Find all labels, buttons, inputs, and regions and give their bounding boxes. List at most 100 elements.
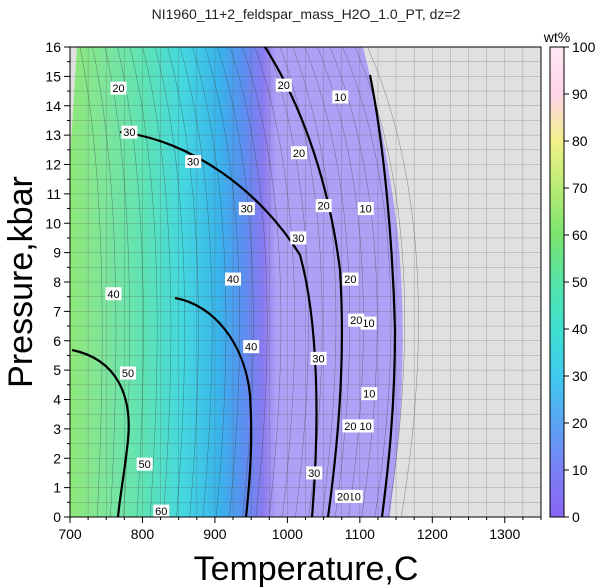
contour-label: 10 <box>357 202 374 216</box>
y-tick-label: 14 <box>45 98 61 114</box>
contour-label-text: 40 <box>245 342 257 354</box>
thick-contours <box>71 47 397 517</box>
y-tick-label: 3 <box>53 421 61 437</box>
contour-label-bg <box>332 90 349 104</box>
contour-label-text: 40 <box>107 289 119 301</box>
y-tick-label: 0 <box>53 509 61 525</box>
colorbar-ticks: 0 10 20 30 40 50 60 70 80 90 100 <box>564 39 596 525</box>
contour-label: 60 <box>153 504 170 518</box>
contour-label: 20 <box>348 313 365 327</box>
contour-label: 20 <box>342 419 359 433</box>
contour-label-text: 10 <box>362 318 374 330</box>
minor-contour <box>92 47 117 517</box>
contour-label-text: 20 <box>350 315 362 327</box>
contour-label-bg <box>335 489 352 503</box>
colorbar-tick-label: 0 <box>572 509 580 525</box>
minor-contour <box>142 47 172 517</box>
y-axis-label: Pressure,kbar <box>2 176 40 388</box>
y-tick-label: 13 <box>45 127 61 143</box>
minor-contour <box>229 47 268 517</box>
x-tick-label: 900 <box>203 526 227 542</box>
contour-label-text: 30 <box>292 233 304 245</box>
contour-label-bg <box>275 78 292 92</box>
contour-label-bg <box>361 387 378 401</box>
minor-contour <box>154 47 185 517</box>
contour-label-text: 50 <box>122 368 134 380</box>
contour-label-bg <box>342 272 359 286</box>
contour-label-text: 20 <box>112 83 124 95</box>
contour-label: 50 <box>119 366 136 380</box>
minor-contour <box>192 47 227 517</box>
contour-label-bg <box>110 81 127 95</box>
x-tick-label: 1300 <box>489 526 520 542</box>
contour-label-bg <box>238 202 255 216</box>
contour-label-bg <box>357 202 374 216</box>
colorbar-tick-label: 10 <box>572 462 588 478</box>
contour-label: 30 <box>121 125 138 139</box>
major-contour <box>71 348 130 517</box>
contour-label-text: 20 <box>337 491 349 503</box>
contour-label-text: 10 <box>363 389 375 401</box>
minor-contour <box>167 47 199 517</box>
contour-label-text: 30 <box>308 468 320 480</box>
contour-label: 10 <box>332 90 349 104</box>
contour-label: 30 <box>238 202 255 216</box>
contour-label-bg <box>225 272 242 286</box>
colorbar-tick-label: 30 <box>572 368 588 384</box>
contour-label-text: 30 <box>187 157 199 169</box>
colorbar-label: wt% <box>543 29 570 45</box>
x-tick-label: 700 <box>58 526 82 542</box>
contour-label-text: 10 <box>349 491 361 503</box>
contour-label: 30 <box>306 466 323 480</box>
contour-label-text: 20 <box>344 274 356 286</box>
contour-label-text: 20 <box>278 80 290 92</box>
y-tick-label: 15 <box>45 68 61 84</box>
major-contour <box>368 74 397 517</box>
contour-label: 10 <box>360 316 377 330</box>
contour-label-bg <box>136 457 153 471</box>
y-tick-label: 12 <box>45 157 61 173</box>
x-tick-label: 800 <box>131 526 155 542</box>
minor-contour <box>79 47 103 517</box>
x-axis-label: Temperature,C <box>194 550 419 587</box>
minor-contour <box>204 47 240 517</box>
y-tick-label: 5 <box>53 362 61 378</box>
minor-contour <box>242 47 282 517</box>
major-contour <box>119 130 318 517</box>
contour-label-text: 50 <box>139 459 151 471</box>
minor-contour <box>129 47 158 517</box>
contour-label-bg <box>306 466 323 480</box>
contour-label-text: 10 <box>334 92 346 104</box>
contour-label-text: 60 <box>155 506 167 518</box>
x-tick-label: 1100 <box>345 526 375 542</box>
contour-label: 20 <box>275 78 292 92</box>
contour-label: 30 <box>290 231 307 245</box>
contour-label-bg <box>105 287 122 301</box>
colorbar-tick-label: 100 <box>572 39 596 55</box>
y-tick-label: 6 <box>53 333 61 349</box>
y-tick-label: 16 <box>45 39 61 55</box>
contour-label-bg <box>360 316 377 330</box>
contour-label-text: 40 <box>227 274 239 286</box>
colorbar-ramp <box>549 46 565 518</box>
contour-label: 40 <box>243 340 260 354</box>
contour-label-text: 20 <box>317 201 329 213</box>
contour-label: 20 <box>290 146 307 160</box>
colorbar-tick-label: 70 <box>572 180 588 196</box>
minor-contour <box>217 47 254 517</box>
colorbar-tick-label: 60 <box>572 227 588 243</box>
minor-contour <box>354 47 405 517</box>
contour-label-text: 30 <box>241 204 253 216</box>
contour-label: 30 <box>185 155 202 169</box>
contour-label-bg <box>342 419 359 433</box>
contour-label-bg <box>348 313 365 327</box>
contour-label: 20 <box>335 489 352 503</box>
minor-contour <box>179 47 213 517</box>
contour-label: 20 <box>342 272 359 286</box>
contour-label: 20 <box>315 199 332 213</box>
contour-label-bg <box>310 351 327 365</box>
axes: 700 800 900 1000 1100 1200 1300012345678910111… <box>45 39 542 542</box>
y-tick-label: 11 <box>46 186 61 202</box>
colorbar: wt% 0 10 20 30 40 50 60 70 80 90 100 <box>543 29 596 525</box>
